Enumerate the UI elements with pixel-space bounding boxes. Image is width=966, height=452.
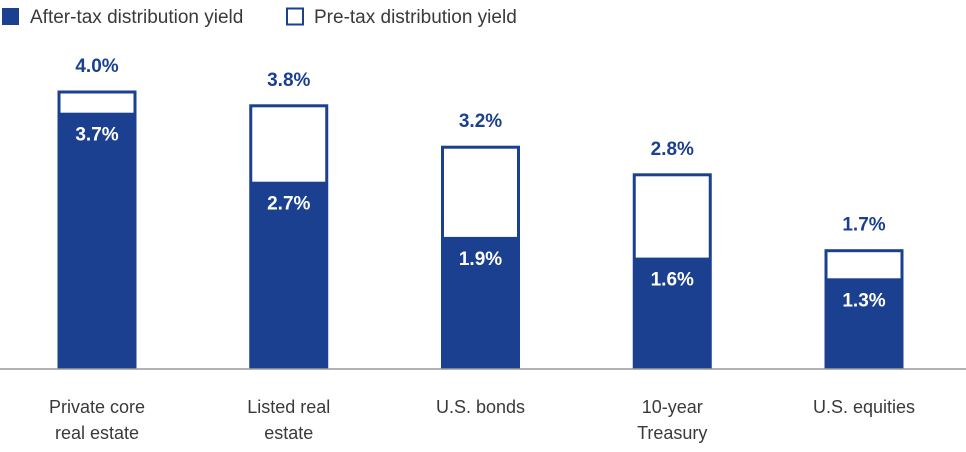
legend-label-pre-tax: Pre-tax distribution yield (314, 7, 517, 28)
legend-label-after-tax: After-tax distribution yield (30, 7, 243, 28)
data-label-after-tax-4: 1.3% (842, 290, 885, 311)
category-labels: Private core real estate Listed real estate… (49, 397, 915, 443)
data-label-pre-tax-2: 3.2% (459, 111, 502, 132)
category-label-1-line-0: Listed real (247, 397, 330, 417)
category-label-3: 10-year Treasury (637, 397, 707, 443)
data-label-pre-tax-1: 3.8% (267, 70, 310, 91)
bar-after-tax-3 (634, 257, 711, 368)
legend-swatch-pre-tax (286, 7, 304, 26)
bars-group: 4.0% 3.7% 3.8% 2.7% 3.2% 1.9% 2.8% 1.6% 1.7% 1.3% (57, 56, 904, 370)
category-label-2-line-0: U.S. bonds (436, 397, 525, 417)
bar-after-tax-4 (826, 278, 902, 368)
data-label-pre-tax-3: 2.8% (651, 139, 694, 160)
data-label-after-tax-2: 1.9% (459, 249, 502, 270)
legend: After-tax distribution yield Pre-tax dist… (2, 7, 517, 28)
data-label-pre-tax-0: 4.0% (75, 56, 118, 77)
category-label-2: U.S. bonds (436, 397, 525, 417)
category-label-4-line-0: U.S. equities (813, 397, 915, 417)
data-label-after-tax-0: 3.7% (75, 125, 118, 146)
data-label-after-tax-1: 2.7% (267, 194, 310, 215)
bar-after-tax-1 (250, 181, 327, 368)
category-label-0: Private core real estate (49, 397, 145, 443)
category-label-3-line-0: 10-year (642, 397, 703, 417)
category-label-1-line-1: estate (264, 423, 313, 443)
category-label-4: U.S. equities (813, 397, 915, 417)
category-label-1: Listed real estate (247, 397, 330, 443)
legend-swatch-after-tax (2, 8, 19, 25)
bar-after-tax-0 (59, 112, 135, 368)
data-label-pre-tax-4: 1.7% (842, 215, 885, 236)
category-label-0-line-0: Private core (49, 397, 145, 417)
data-label-after-tax-3: 1.6% (651, 270, 694, 291)
category-label-0-line-1: real estate (55, 423, 139, 443)
bar-after-tax-2 (442, 236, 519, 368)
category-label-3-line-1: Treasury (637, 423, 707, 443)
